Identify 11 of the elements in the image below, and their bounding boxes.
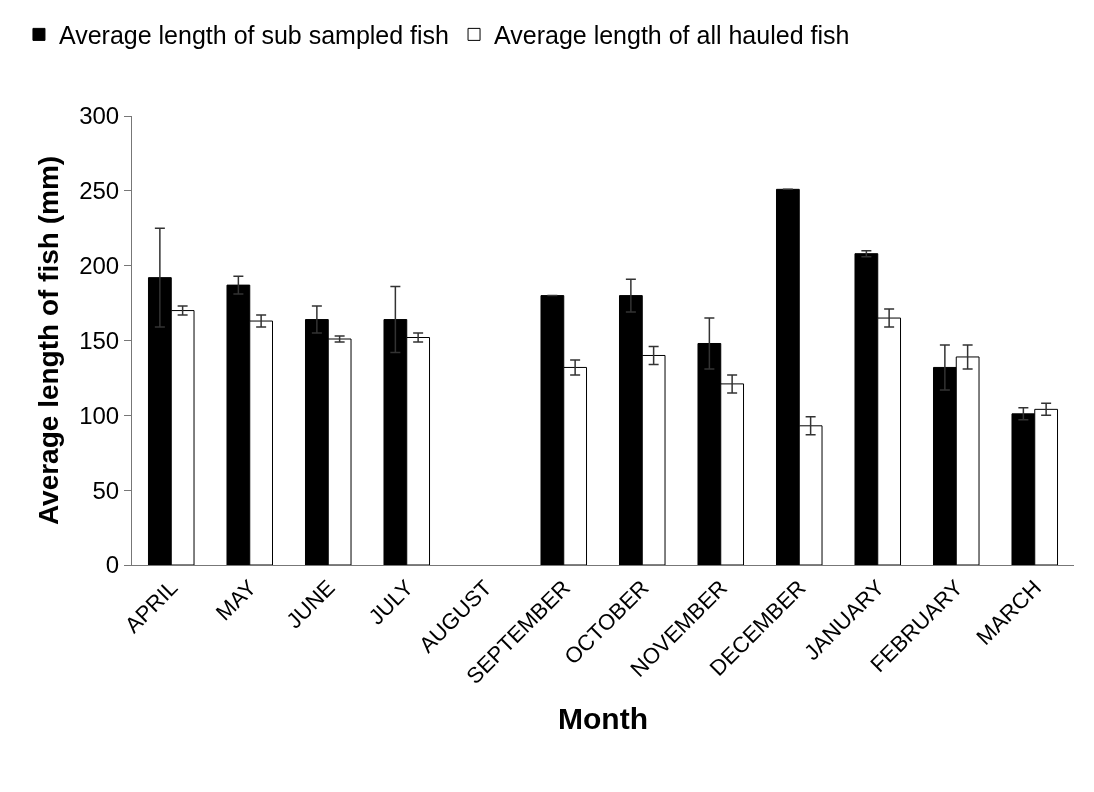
y-tick-label: 250 (79, 177, 120, 205)
y-tick-label: 150 (79, 326, 120, 354)
y-tick-label: 300 (79, 102, 120, 130)
y-tick-label: 0 (105, 551, 120, 579)
legend-label: Average length of sub sampled fish (58, 21, 450, 50)
legend-label: Average length of all hauled fish (494, 21, 850, 50)
y-tick-label: 200 (79, 252, 120, 280)
y-tick-label: 50 (92, 476, 120, 504)
y-axis-title: Average length of fish (mm) (32, 155, 64, 526)
x-axis-title: Month (558, 702, 648, 736)
y-tick-label: 100 (79, 401, 120, 429)
